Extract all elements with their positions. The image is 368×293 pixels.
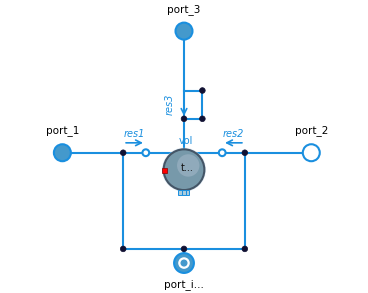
Bar [162,168,167,173]
Circle shape [164,149,204,190]
Circle shape [177,154,199,177]
Text: vol: vol [178,136,192,146]
Circle shape [142,149,149,156]
Circle shape [242,150,248,156]
Text: res2: res2 [223,130,244,139]
Bar [186,190,190,195]
Bar [178,190,182,195]
Circle shape [54,144,71,161]
Circle shape [181,260,187,266]
Circle shape [120,150,126,156]
Circle shape [174,253,194,273]
Text: t...: t... [180,163,193,173]
Text: res1: res1 [124,130,145,139]
Circle shape [242,246,248,252]
Circle shape [199,116,205,122]
Circle shape [120,246,126,252]
Circle shape [181,246,187,252]
Text: port_1: port_1 [46,125,79,136]
Circle shape [176,23,192,40]
Circle shape [181,116,187,122]
Bar [182,190,186,195]
Circle shape [303,144,320,161]
Text: port_3: port_3 [167,4,201,15]
Circle shape [162,148,206,192]
Circle shape [179,258,189,268]
Text: res3: res3 [165,94,175,115]
Text: port_2: port_2 [295,125,328,136]
Circle shape [199,88,205,93]
Circle shape [219,149,226,156]
Text: port_i...: port_i... [164,280,204,290]
